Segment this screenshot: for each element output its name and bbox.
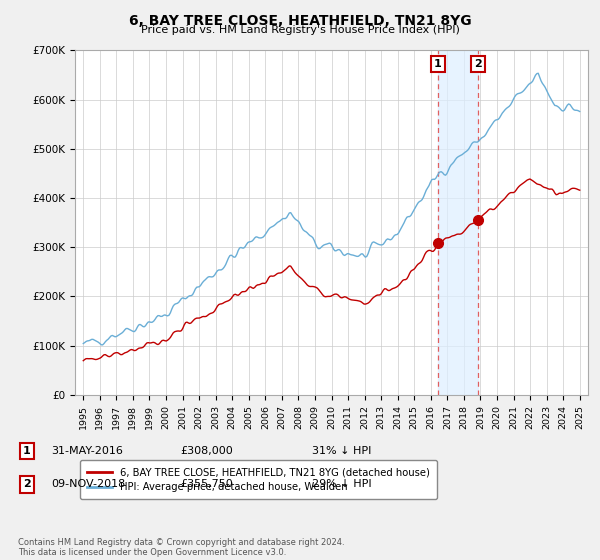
Text: 6, BAY TREE CLOSE, HEATHFIELD, TN21 8YG: 6, BAY TREE CLOSE, HEATHFIELD, TN21 8YG — [128, 14, 472, 28]
Text: £308,000: £308,000 — [180, 446, 233, 456]
Text: 31-MAY-2016: 31-MAY-2016 — [51, 446, 123, 456]
Text: Price paid vs. HM Land Registry's House Price Index (HPI): Price paid vs. HM Land Registry's House … — [140, 25, 460, 35]
Text: 2: 2 — [23, 479, 31, 489]
Text: 2: 2 — [474, 59, 482, 69]
Text: 31% ↓ HPI: 31% ↓ HPI — [312, 446, 371, 456]
Text: £355,750: £355,750 — [180, 479, 233, 489]
Text: 29% ↓ HPI: 29% ↓ HPI — [312, 479, 371, 489]
Text: 1: 1 — [434, 59, 442, 69]
Text: 09-NOV-2018: 09-NOV-2018 — [51, 479, 125, 489]
Text: 1: 1 — [23, 446, 31, 456]
Bar — [438, 50, 478, 395]
Legend: 6, BAY TREE CLOSE, HEATHFIELD, TN21 8YG (detached house), HPI: Average price, de: 6, BAY TREE CLOSE, HEATHFIELD, TN21 8YG … — [80, 460, 437, 499]
Text: Contains HM Land Registry data © Crown copyright and database right 2024.
This d: Contains HM Land Registry data © Crown c… — [18, 538, 344, 557]
